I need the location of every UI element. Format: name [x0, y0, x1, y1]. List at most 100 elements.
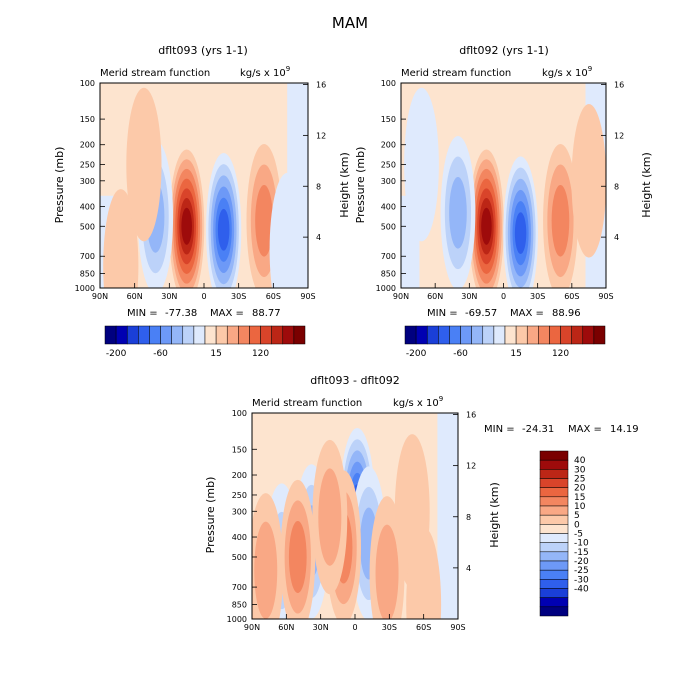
panel-3-title: dflt093 - dflt092	[310, 374, 399, 387]
panel-3-y2tick-label: 8	[466, 513, 471, 522]
panel-3-colorbar-label: -20	[574, 557, 589, 567]
panel-3-colorbar-swatch	[539, 505, 569, 516]
panel-1-y2tick-label: 16	[316, 81, 326, 90]
panel-1-xtick-label: 30S	[231, 292, 246, 301]
panel-1-colorbar-swatch	[149, 325, 161, 345]
panel-3-colorbar-swatch	[539, 588, 569, 598]
panel-3-ytick-label: 250	[232, 491, 247, 500]
panel-1-subtitle: Merid stream function	[100, 68, 210, 79]
panel-2-ytick-label: 500	[381, 222, 396, 231]
panel-1-colorbar-swatch	[271, 325, 284, 345]
panel-2-y2tick-label: 4	[614, 233, 619, 242]
panel-1-max-label: MAX =	[210, 308, 244, 319]
panel-3-colorbar-swatch	[539, 542, 569, 553]
panel-3-min-value: -24.31	[522, 424, 554, 435]
panel-3-ytick-label: 100	[232, 409, 247, 418]
panel-3-colorbar-swatch	[539, 496, 569, 507]
panel-1-xtick-label: 90N	[92, 292, 108, 301]
panel-2-xtick-label: 30S	[530, 292, 545, 301]
panel-3-y2tick-label: 16	[466, 411, 476, 420]
panel-3-ytick-label: 850	[232, 600, 247, 609]
panel-2-ytick-label: 200	[381, 141, 396, 150]
panel-3-colorbar-label: -5	[574, 530, 583, 540]
panel-3-colorbar-label: 5	[574, 511, 580, 521]
panel-2-title: dflt092 (yrs 1-1)	[459, 44, 549, 57]
panel-2-contour-band	[404, 87, 439, 242]
panel-3-ytick-label: 1000	[227, 615, 247, 624]
panel-1-colorbar-swatch	[260, 325, 272, 345]
panel-3-ytick-label: 700	[232, 583, 247, 592]
panel-2-colorbar-swatch	[404, 325, 417, 345]
panel-1-colorbar-swatch	[204, 325, 217, 345]
panel-2-colorbar-swatch	[449, 325, 461, 345]
panel-2-colorbar-swatch	[538, 325, 550, 345]
panel-1-colorbar-swatch	[171, 325, 184, 345]
panel-1-contour-band	[181, 207, 192, 245]
panel-1-ytick-label: 850	[80, 270, 95, 279]
panel-3-min-label: MIN =	[484, 424, 515, 435]
panel-1-y2tick-label: 8	[316, 182, 321, 191]
panel-2-colorbar: -200 -60 15 120	[404, 325, 606, 359]
panel-1-title: dflt093 (yrs 1-1)	[158, 44, 248, 57]
panel-2-contour-band	[449, 177, 467, 249]
panel-3-colorbar-swatch	[539, 524, 569, 534]
panel-2-colorbar-swatch	[593, 325, 606, 345]
panel-3-colorbar-swatch	[539, 469, 569, 479]
panel-3-contour-band	[375, 524, 399, 619]
panel-3-colorbar-label: -40	[574, 585, 589, 595]
panel-3-colorbar-label: -30	[574, 575, 589, 585]
panel-1-ytick-label: 700	[80, 252, 95, 261]
panel-1-units-exponent: 9	[286, 65, 290, 73]
panel-3-ylabel: Pressure (mb)	[204, 477, 217, 554]
panel-1-colorbar: -200 -60 15 120	[104, 325, 306, 359]
panel-1-ylabel: Pressure (mb)	[53, 147, 66, 224]
panel-3-xtick-label: 90N	[244, 623, 260, 632]
panel-2-xtick-label: 30N	[461, 292, 477, 301]
panel-1-y2label: Height (km)	[338, 152, 351, 218]
panel-2-ytick-label: 300	[381, 177, 396, 186]
panel-2-units-text: kg/s x 10	[542, 68, 588, 79]
panel-3-max-label: MAX =	[568, 424, 602, 435]
panel-2-ytick-label: 250	[381, 161, 396, 170]
panel-3-ytick-label: 200	[232, 471, 247, 480]
panel-3-xtick-label: 30S	[382, 623, 397, 632]
panel-2-ytick-label: 150	[381, 115, 396, 124]
panel-3-colorbar-swatch	[539, 597, 569, 608]
panel-3-colorbar-label: -15	[574, 548, 589, 558]
panel-2-colorbar-swatch	[504, 325, 517, 345]
panel-3-ytick-label: 500	[232, 553, 247, 562]
panel-2-contour-band	[514, 212, 527, 255]
panel-1-contour-band	[255, 184, 274, 257]
panel-1-contour-band	[126, 87, 162, 242]
panel-2-colorbar-swatch	[493, 325, 506, 345]
panel-1-contour-band	[103, 189, 139, 288]
panel-2-min-label: MIN =	[427, 308, 458, 319]
panel-3-colorbar-label: 10	[574, 502, 586, 512]
panel-2-subtitle: Merid stream function	[401, 68, 511, 79]
panel-2-y2tick-label: 8	[614, 182, 619, 191]
panel-3-xtick-label: 30N	[313, 623, 329, 632]
panel-1-colorbar-label: -60	[153, 349, 168, 359]
panel-1-y2tick-label: 4	[316, 233, 321, 242]
panel-3-contour-band	[406, 527, 442, 619]
panel-2-units-exponent: 9	[588, 65, 592, 73]
panel-2-colorbar-swatch	[515, 325, 528, 345]
panel-1-colorbar-swatch	[160, 325, 172, 345]
panel-1: dflt093 (yrs 1-1) Merid stream function …	[53, 44, 351, 359]
panel-1-colorbar-swatch	[249, 325, 261, 345]
panel-2-units: kg/s x 109	[542, 65, 592, 79]
panel-3-colorbar-label: -10	[574, 539, 589, 549]
panel-1-max-value: 88.77	[252, 308, 281, 319]
panel-2-contour-band	[481, 207, 492, 245]
panel-1-ytick-label: 1000	[75, 284, 95, 293]
panel-2-ylabel: Pressure (mb)	[354, 147, 367, 224]
panel-1-colorbar-swatch	[293, 325, 306, 345]
panel-2-contour-band	[551, 184, 570, 257]
panel-2-y2tick-label: 12	[614, 131, 624, 140]
panel-3-colorbar-label: 25	[574, 475, 585, 485]
panel-2-y2tick-label: 16	[614, 81, 624, 90]
panel-3-colorbar-swatch	[539, 487, 569, 498]
panel-2-max-label: MAX =	[510, 308, 544, 319]
